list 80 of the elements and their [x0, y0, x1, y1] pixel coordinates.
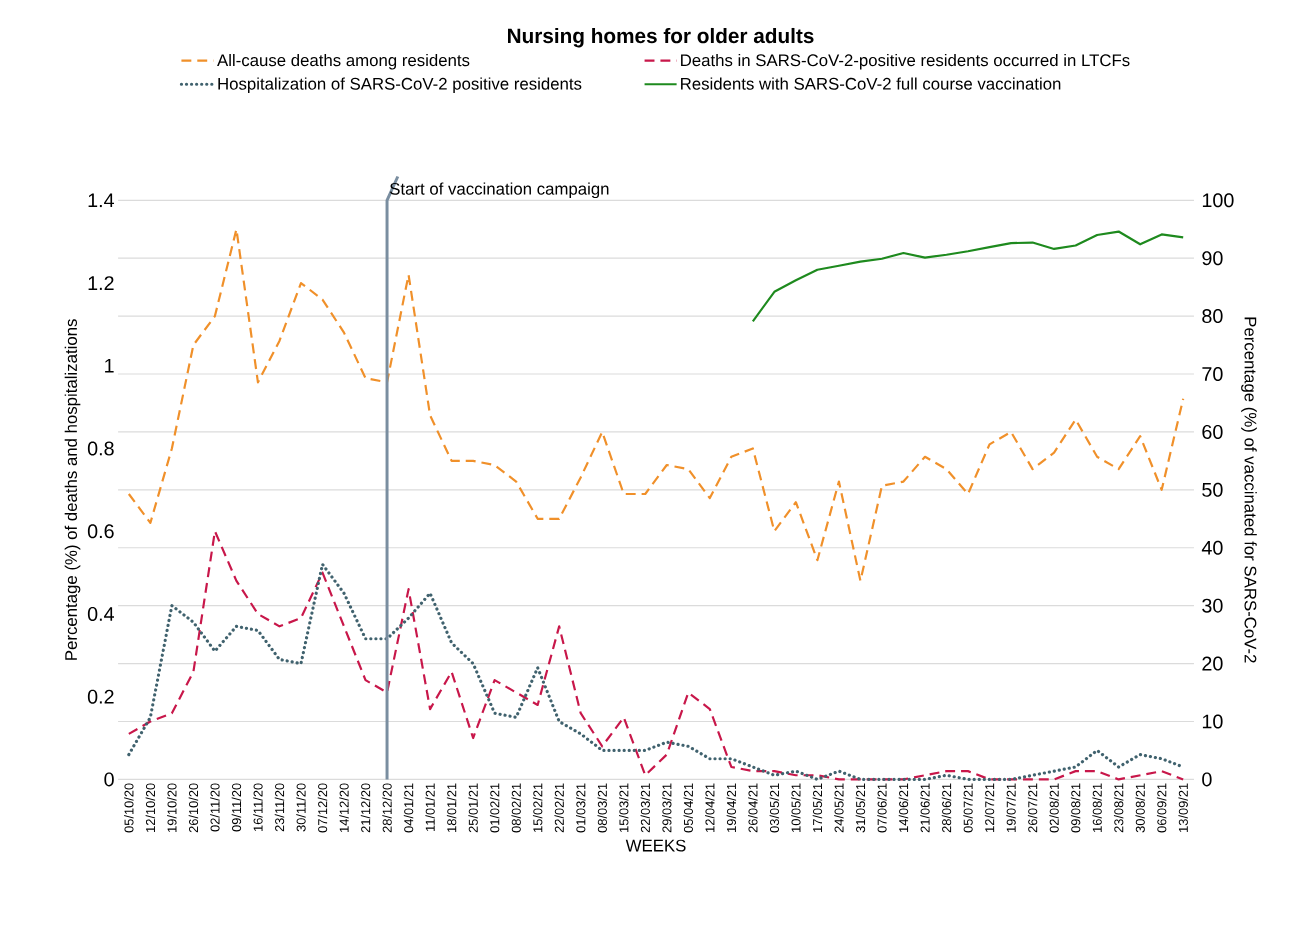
x-tick-label: 07/12/20 — [317, 783, 328, 833]
y2-tick-label: 40 — [1201, 540, 1223, 555]
y-tick-label: 0.8 — [87, 441, 114, 456]
x-tick-label: 18/01/21 — [446, 783, 457, 832]
y2-tick-label: 100 — [1202, 193, 1234, 208]
x-tick-label: 13/09/21 — [1178, 783, 1188, 832]
x-tick-label: 04/01/21 — [403, 783, 414, 833]
y2-tick-label: 20 — [1202, 656, 1223, 671]
x-tick-label: 25/01/21 — [468, 783, 478, 833]
x-tick-label: 15/03/21 — [619, 783, 629, 832]
x-tick-label: 05/07/21 — [963, 783, 973, 833]
x-tick-label: 19/04/21 — [726, 783, 737, 832]
x-axis-title: WEEKS — [625, 839, 686, 852]
x-tick-label: 30/11/20 — [296, 783, 306, 832]
x-tick-label: 05/10/20 — [124, 783, 134, 833]
ref-line-label: Start of vaccination campaign — [389, 182, 609, 199]
y2-tick-label: 50 — [1202, 482, 1223, 497]
y2-tick-label: 60 — [1202, 424, 1223, 439]
x-tick-label: 14/06/21 — [898, 783, 909, 832]
x-tick-label: 08/02/21 — [511, 783, 521, 833]
y2-tick-label: 80 — [1202, 309, 1223, 324]
x-tick-label: 10/05/21 — [791, 783, 801, 832]
y-tick-label: 0.4 — [87, 606, 115, 621]
x-tick-label: 21/12/20 — [360, 783, 371, 833]
x-tick-label: 21/06/21 — [920, 783, 930, 833]
y2-tick-label: 30 — [1202, 598, 1223, 613]
x-tick-label: 30/08/21 — [1135, 783, 1145, 833]
x-tick-label: 05/04/21 — [683, 783, 693, 833]
x-tick-label: 11/01/21 — [425, 783, 435, 831]
x-tick-label: 26/07/21 — [1027, 783, 1038, 833]
y2-tick-label: 70 — [1202, 366, 1223, 381]
y-tick-label: 0.2 — [87, 689, 114, 704]
y-axis-title: Percentage (%) of deaths and hospitalizations — [64, 319, 81, 660]
x-tick-label: 26/04/21 — [748, 783, 758, 833]
legend-label: Residents with SARS-CoV-2 full course vaccination — [681, 77, 1061, 90]
x-tick-label: 22/02/21 — [554, 783, 564, 833]
x-tick-label: 02/11/20 — [210, 783, 220, 832]
x-tick-label: 14/12/20 — [339, 783, 349, 832]
x-tick-label: 01/03/21 — [575, 783, 586, 833]
x-tick-label: 02/08/21 — [1049, 783, 1059, 833]
x-tick-label: 08/03/21 — [597, 783, 607, 833]
x-tick-label: 09/08/21 — [1070, 783, 1081, 833]
x-tick-label: 16/11/20 — [253, 783, 263, 831]
x-tick-label: 07/06/21 — [877, 783, 887, 833]
x-tick-label: 06/09/21 — [1156, 783, 1167, 833]
x-tick-label: 19/10/20 — [167, 783, 177, 832]
x-tick-label: 12/04/21 — [705, 783, 715, 832]
x-tick-label: 26/10/20 — [188, 783, 199, 833]
x-tick-label: 23/11/20 — [274, 783, 285, 832]
y-tick-label: 0.6 — [87, 524, 114, 539]
x-tick-label: 28/12/20 — [382, 783, 392, 833]
line-series — [751, 230, 1185, 323]
x-tick-label: 23/08/21 — [1113, 783, 1124, 833]
x-tick-label: 01/02/21 — [489, 783, 500, 833]
x-tick-label: 28/06/21 — [941, 783, 952, 833]
y2-tick-label: 0 — [1202, 772, 1212, 787]
x-tick-label: 31/05/21 — [855, 783, 866, 833]
x-tick-label: 09/11/20 — [231, 783, 242, 832]
x-tick-label: 24/05/21 — [834, 783, 844, 833]
x-tick-label: 22/03/21 — [640, 783, 650, 833]
legend-label: Hospitalization of SARS-CoV-2 positive residents — [218, 77, 582, 94]
x-tick-label: 16/08/21 — [1092, 783, 1102, 832]
y2-tick-label: 10 — [1202, 714, 1223, 729]
x-tick-label: 12/07/21 — [984, 783, 995, 832]
legend-label: Deaths in SARS-CoV-2-positive residents occurred in LTCFs — [681, 53, 1130, 70]
x-tick-label: 17/05/21 — [812, 783, 823, 832]
y2-axis-title: Percentage (%) of vaccinated for SARS-CoV-2 — [1241, 317, 1257, 663]
chart-title: Nursing homes for older adults — [508, 27, 814, 48]
y-tick-label: 1.2 — [88, 276, 114, 290]
x-tick-label: 29/03/21 — [662, 783, 672, 833]
x-tick-label: 03/05/21 — [769, 783, 780, 833]
y-tick-label: 1 — [105, 358, 114, 373]
y2-tick-label: 90 — [1202, 251, 1223, 266]
y-tick-label: 1.4 — [88, 193, 115, 208]
x-tick-label: 12/10/20 — [145, 783, 156, 832]
legend-label: All-cause deaths among residents — [217, 53, 470, 70]
y-tick-label: 0 — [104, 772, 114, 787]
x-tick-label: 19/07/21 — [1006, 783, 1016, 832]
line-series — [127, 228, 1185, 582]
x-tick-label: 15/02/21 — [532, 783, 543, 832]
